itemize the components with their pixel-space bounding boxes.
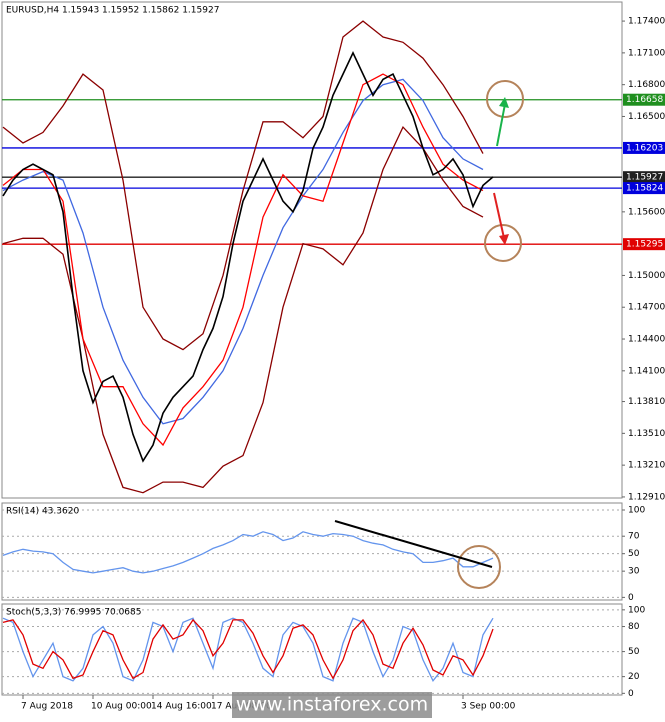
y-tick-label: 1.15600 — [628, 207, 665, 217]
panel-title: RSI(14) 43.3620 — [6, 507, 79, 517]
level-label: 1.15295 — [626, 240, 663, 250]
y-tick-label: 1.13210 — [628, 461, 665, 471]
up-arrow — [496, 103, 506, 147]
watermark-band — [232, 692, 432, 718]
level-label: 1.15824 — [626, 184, 663, 194]
level-label-box — [623, 182, 665, 195]
y-tick-label: 0 — [628, 689, 634, 699]
y-tick-label: 1.14100 — [628, 366, 665, 376]
rsi-panel — [1, 502, 623, 601]
y-tick-label: 1.13810 — [628, 397, 665, 407]
level-label-box — [623, 93, 665, 106]
level-label: 1.16203 — [626, 143, 663, 153]
y-tick-label: 100 — [628, 605, 645, 615]
panels — [1, 1, 623, 696]
y-tick-label: 0 — [628, 593, 634, 603]
x-tick-label: 7 Aug 2018 — [21, 702, 73, 712]
down-arrow-head — [499, 234, 509, 245]
down-arrow — [493, 192, 505, 239]
series-line — [2, 73, 484, 447]
level-label: 1.15927 — [626, 173, 663, 183]
level-label-box — [623, 141, 665, 154]
annotation-circle — [486, 80, 524, 118]
series-line — [2, 78, 484, 425]
y-tick-label: 1.17400 — [628, 17, 665, 27]
level-label: 1.16658 — [626, 95, 663, 105]
y-tick-label: 1.14700 — [628, 303, 665, 313]
level-label-box — [623, 171, 665, 184]
y-tick-label: 1.15000 — [628, 271, 665, 281]
annotation-circle — [484, 224, 522, 262]
up-arrow-head — [499, 97, 509, 108]
y-tick-label: 50 — [628, 647, 640, 657]
x-tick-label: 10 Aug 00:00 — [91, 702, 152, 712]
x-tick-label: 3 Sep 00:00 — [461, 702, 516, 712]
watermark: www.instaforex.com — [236, 694, 428, 716]
series-line — [2, 531, 494, 574]
trend-line — [334, 520, 493, 568]
y-tick-label: 70 — [628, 532, 640, 542]
series-line — [2, 51, 494, 463]
annotation-circle — [457, 545, 501, 589]
y-tick-label: 1.12910 — [628, 492, 665, 502]
series-line — [2, 20, 484, 351]
y-tick-label: 100 — [628, 505, 645, 515]
y-tick-label: 80 — [628, 622, 640, 632]
x-tick-label: 14 Aug 16:00 — [151, 702, 212, 712]
y-tick-label: 1.17100 — [628, 48, 665, 58]
panel-title: EURUSD,H4 1.15943 1.15952 1.15862 1.1592… — [6, 6, 219, 16]
y-tick-label: 1.16800 — [628, 80, 665, 90]
main-panel — [1, 1, 623, 499]
y-tick-label: 50 — [628, 549, 640, 559]
y-tick-label: 1.14400 — [628, 335, 665, 345]
y-tick-label: 1.16500 — [628, 112, 665, 122]
series-line — [2, 618, 494, 680]
panel-title: Stoch(5,3,3) 76.9995 70.0685 — [6, 608, 141, 618]
level-label-box — [623, 238, 665, 251]
y-tick-label: 20 — [628, 672, 640, 682]
y-tick-label: 30 — [628, 567, 640, 577]
y-tick-label: 1.13510 — [628, 429, 665, 439]
